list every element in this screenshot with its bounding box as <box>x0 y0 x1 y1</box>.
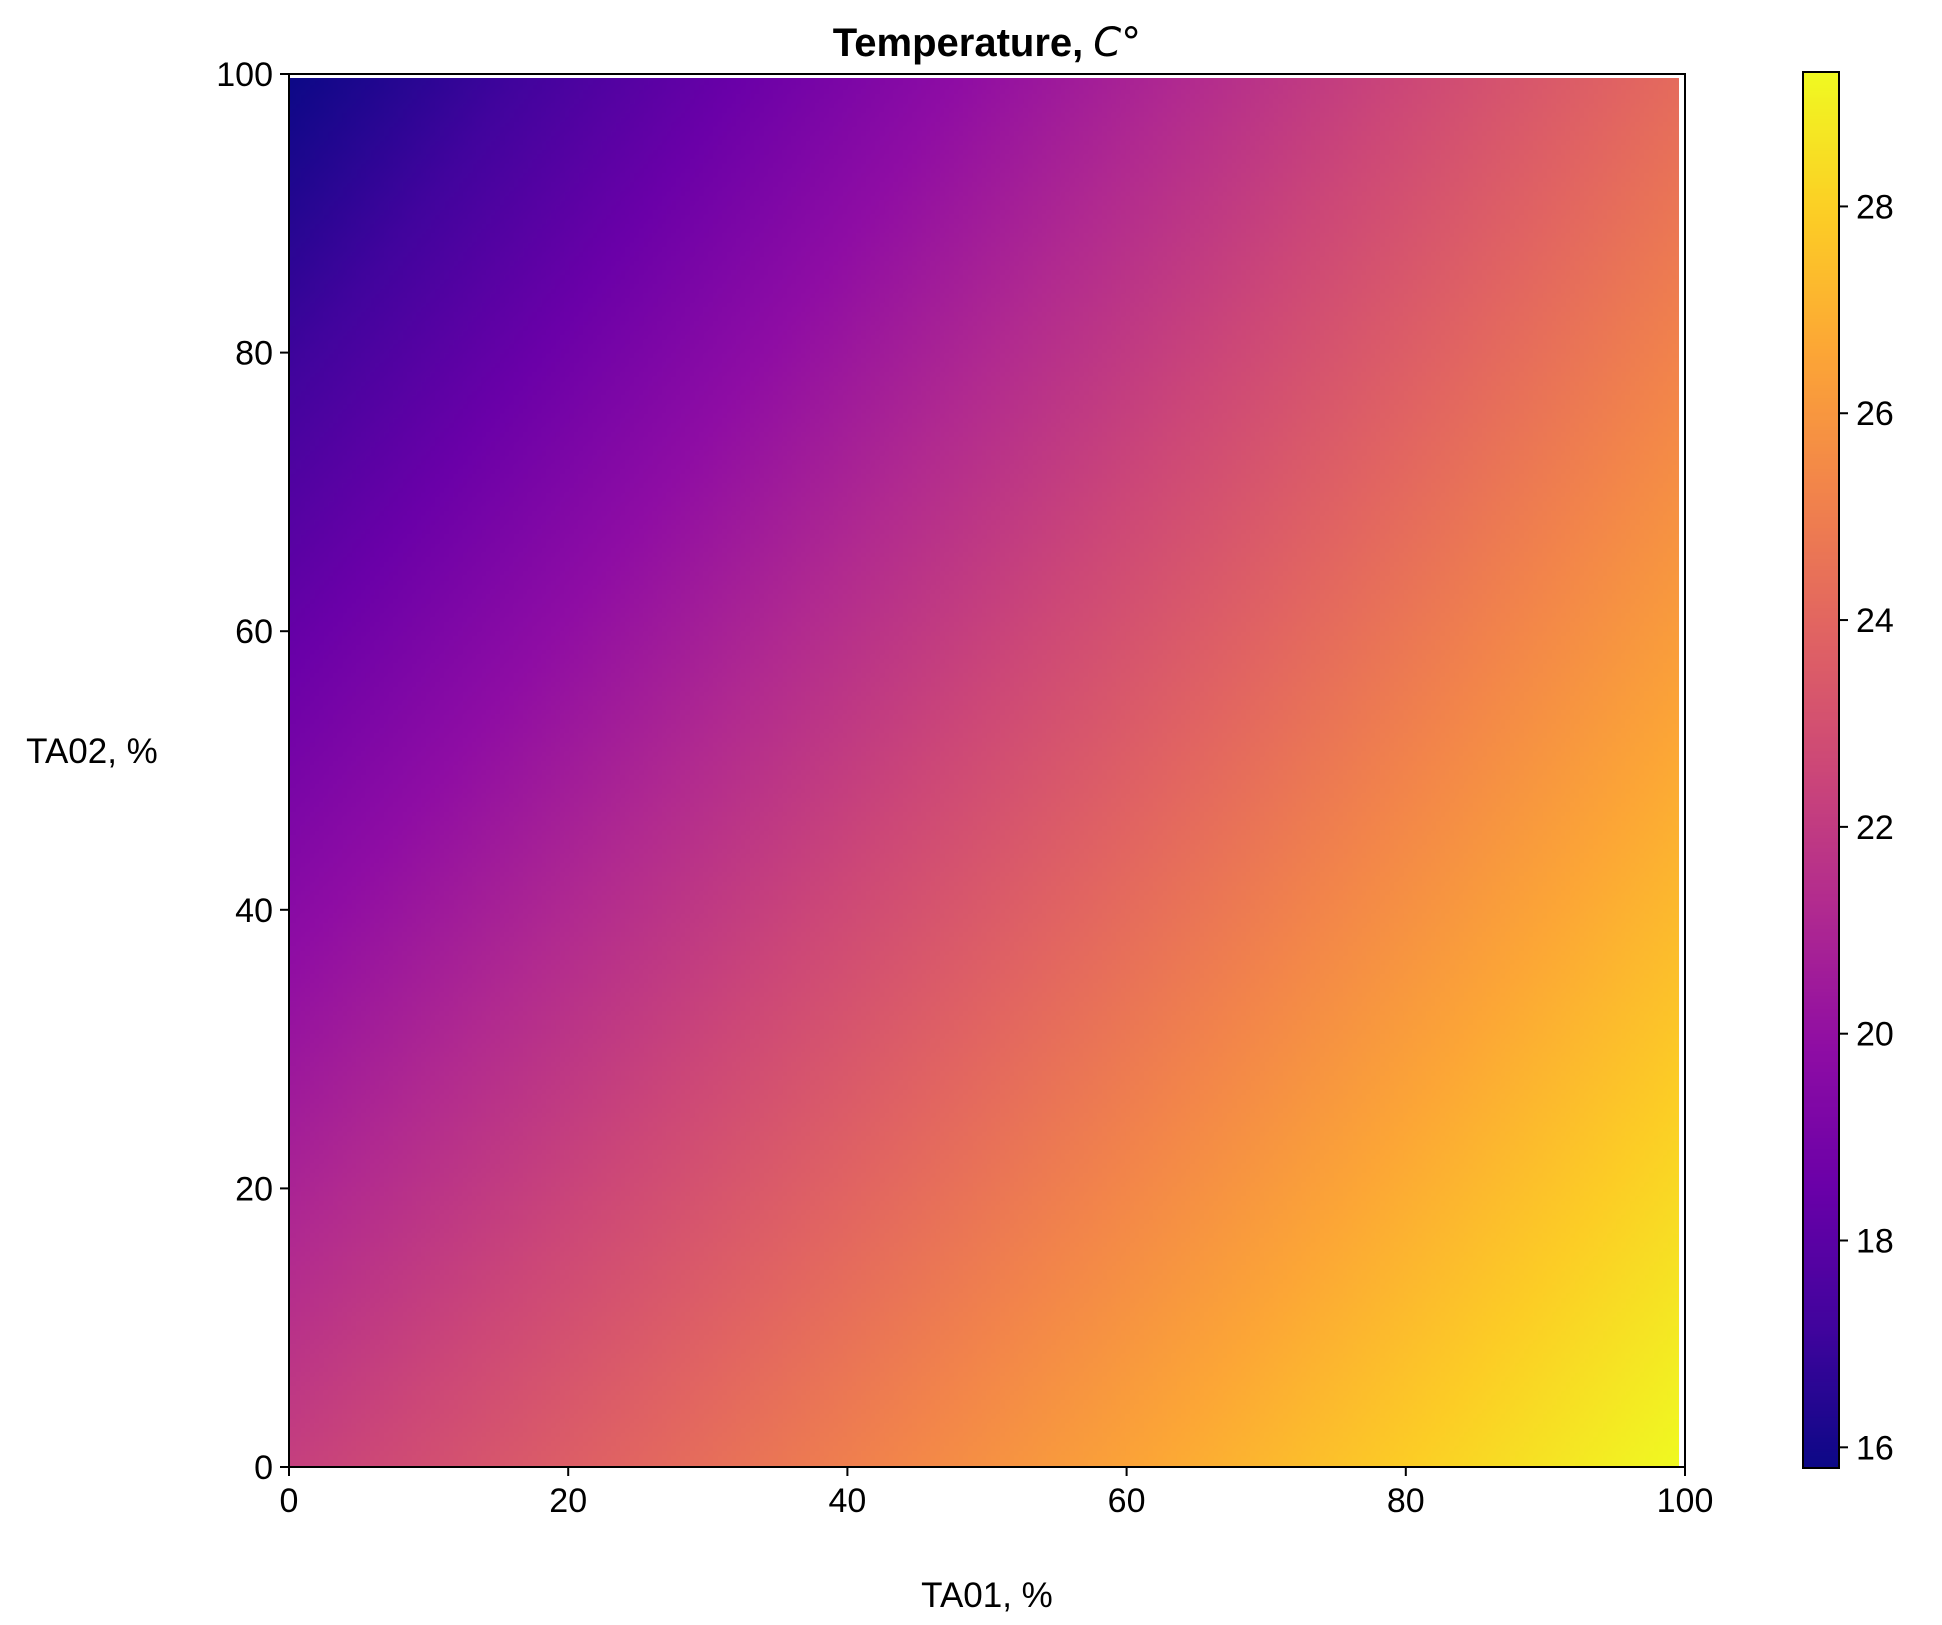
x-tick-label: 40 <box>828 1482 866 1520</box>
colorbar: 16 18 20 22 24 26 28 <box>1802 71 1894 1469</box>
colorbar-tick-label: 26 <box>1856 395 1894 433</box>
chart-title: Temperature, C° <box>833 20 1141 66</box>
y-tick-label: 0 <box>254 1449 273 1487</box>
colorbar-frame <box>1802 71 1840 1469</box>
x-tick-label: 60 <box>1108 1482 1146 1520</box>
colorbar-tick-label: 28 <box>1856 188 1894 226</box>
colorbar-tick-label: 16 <box>1856 1429 1894 1467</box>
heatmap-surface <box>289 78 1679 1467</box>
x-axis: 0 20 40 60 80 100 <box>280 1467 1714 1520</box>
colorbar-ticks: 16 18 20 22 24 26 28 <box>1839 188 1894 1467</box>
y-tick-label: 40 <box>235 892 273 930</box>
y-tick-label: 20 <box>235 1170 273 1208</box>
colorbar-tick-label: 18 <box>1856 1223 1894 1261</box>
x-axis-label: TA01, % <box>921 1576 1053 1615</box>
x-tick-label: 20 <box>549 1482 587 1520</box>
y-axis-label: TA02, % <box>26 732 158 771</box>
chart-title-unit: C° <box>1093 20 1141 66</box>
colorbar-tick-label: 20 <box>1856 1016 1894 1054</box>
y-axis: 0 20 40 60 80 100 <box>216 56 289 1487</box>
x-tick-label: 80 <box>1387 1482 1425 1520</box>
x-tick-label: 100 <box>1657 1482 1714 1520</box>
chart-title-text: Temperature, <box>833 21 1083 65</box>
colorbar-tick-label: 24 <box>1856 602 1894 640</box>
colorbar-gradient <box>1803 72 1839 1468</box>
x-tick-label: 0 <box>280 1482 299 1520</box>
plot-frame <box>288 73 1686 1468</box>
plot-area <box>288 73 1686 1468</box>
y-tick-label: 100 <box>216 56 273 94</box>
y-tick-label: 80 <box>235 335 273 373</box>
y-tick-label: 60 <box>235 613 273 651</box>
colorbar-tick-label: 22 <box>1856 809 1894 847</box>
